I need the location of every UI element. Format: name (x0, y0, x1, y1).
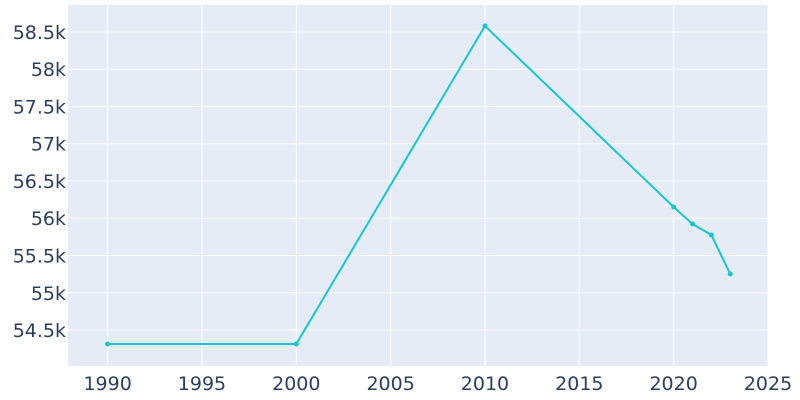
point (482, 23, 488, 29)
point (727, 271, 733, 277)
point (708, 232, 714, 238)
point (293, 341, 299, 347)
x-tick-label: 2025 (744, 373, 792, 395)
y-tick-label: 56k (31, 208, 66, 230)
x-tick-label: 1990 (83, 373, 131, 395)
x-tick-label: 2010 (461, 373, 509, 395)
point (671, 204, 677, 210)
x-tick-label: 2000 (272, 373, 320, 395)
y-tick-label: 56.5k (13, 171, 66, 193)
x-tick-label: 2015 (555, 373, 603, 395)
x-tick-label: 1995 (178, 373, 226, 395)
y-tick-label: 57k (31, 134, 66, 156)
y-tick-label: 55.5k (13, 246, 66, 268)
x-tick-label: 2020 (649, 373, 697, 395)
y-tick-label: 55k (31, 283, 66, 305)
y-tick-label: 57.5k (13, 96, 66, 118)
y-tick-label: 58k (31, 59, 66, 81)
y-tick-label: 58.5k (13, 22, 66, 44)
plot-area (68, 5, 768, 366)
y-tick-label: 54.5k (13, 320, 66, 342)
x-tick-label: 2005 (366, 373, 414, 395)
point (105, 341, 111, 347)
point (690, 221, 696, 227)
